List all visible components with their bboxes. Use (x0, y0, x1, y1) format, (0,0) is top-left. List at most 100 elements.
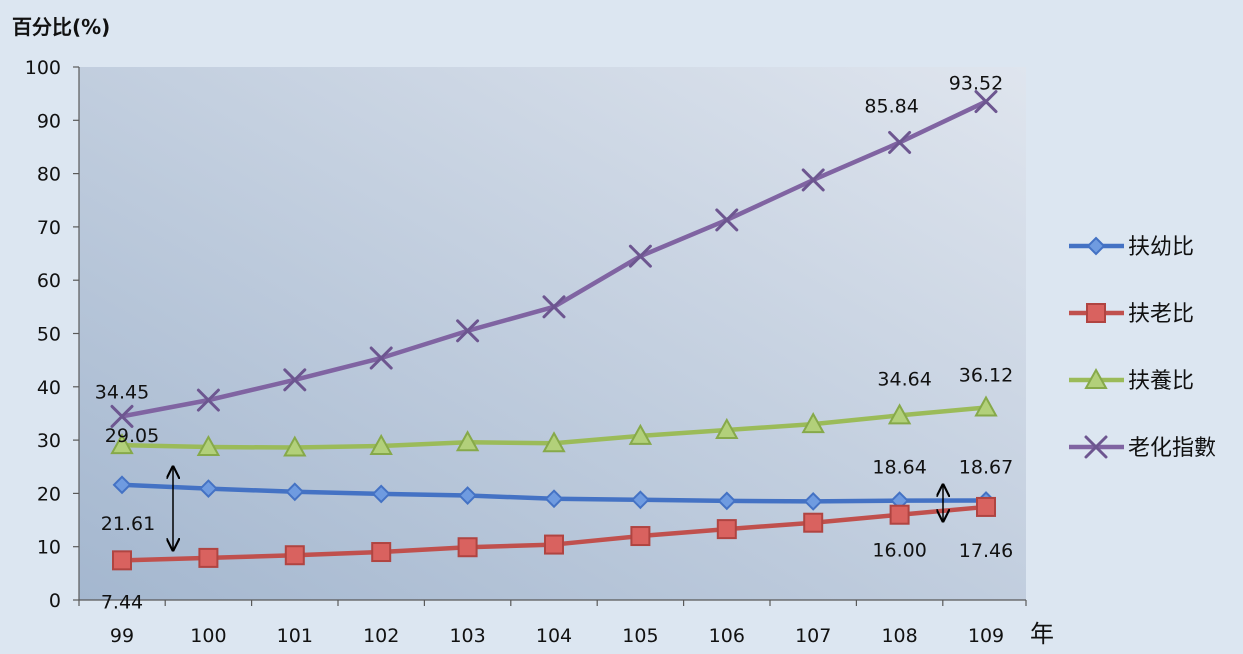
series-layer (110, 90, 998, 571)
legend-item: 老化指數 (1069, 435, 1216, 461)
x-tick-label: 105 (622, 625, 658, 647)
data-point (110, 404, 134, 428)
data-label: 29.05 (105, 425, 159, 447)
legend-item: 扶養比 (1069, 367, 1194, 394)
legend-item: 扶幼比 (1069, 235, 1194, 260)
data-label: 17.46 (959, 540, 1013, 562)
data-point (630, 490, 650, 510)
series-1 (112, 475, 996, 511)
legend-label: 扶養比 (1128, 369, 1194, 394)
data-point (283, 435, 307, 457)
gap-arrows (173, 467, 943, 550)
x-tick-label: 99 (110, 625, 134, 647)
data-point (715, 417, 739, 439)
y-tick-label: 20 (37, 483, 61, 505)
x-tick-label: 108 (881, 625, 917, 647)
y-tick-label: 90 (37, 110, 61, 132)
data-point (112, 475, 132, 495)
data-point (198, 479, 218, 499)
data-point (715, 208, 739, 232)
data-point (716, 519, 737, 540)
data-point (196, 388, 220, 412)
data-point (717, 491, 737, 511)
data-point (455, 430, 480, 452)
data-point (887, 403, 912, 425)
y-tick-label: 60 (37, 270, 61, 292)
legend-label: 扶幼比 (1128, 235, 1194, 260)
data-label: 16.00 (872, 540, 926, 562)
data-point (803, 491, 823, 511)
data-point (369, 433, 393, 455)
data-point (283, 368, 307, 392)
y-tick-label: 70 (37, 217, 61, 239)
x-tick-label: 100 (190, 625, 226, 647)
data-label: 7.44 (101, 591, 143, 613)
series-2 (112, 496, 996, 571)
legend-marker (1086, 303, 1106, 323)
data-point (198, 547, 219, 568)
y-tick-label: 0 (49, 590, 61, 612)
y-tick-label: 30 (37, 430, 61, 452)
x-tick-label: 103 (449, 625, 485, 647)
x-tick-label: 101 (277, 625, 313, 647)
data-label: 18.67 (959, 456, 1013, 478)
data-point (112, 550, 132, 571)
legend-marker (1086, 236, 1106, 256)
data-point (284, 545, 305, 566)
legend-label: 扶老比 (1128, 302, 1194, 327)
data-point (371, 542, 392, 563)
data-point (196, 434, 221, 457)
data-point (974, 90, 998, 114)
legend-marker (1084, 435, 1108, 459)
data-point (630, 526, 651, 547)
data-point (628, 244, 652, 268)
x-tick-label: 107 (795, 625, 831, 647)
x-tick-label: 104 (536, 625, 572, 647)
y-tick-label: 10 (37, 537, 61, 559)
data-labels: 34.45 85.84 93.52 29.05 34.64 36.12 21.61 18.64… (95, 73, 1013, 614)
x-tick-label: 102 (363, 625, 399, 647)
legend-label: 老化指數 (1128, 436, 1216, 461)
legend-item: 扶老比 (1069, 302, 1194, 327)
x-tick-label: 106 (709, 625, 745, 647)
y-axis-title: 百分比(%) (12, 15, 110, 39)
data-point (369, 346, 393, 370)
data-label: 18.64 (872, 457, 926, 479)
data-label: 93.52 (949, 73, 1003, 95)
data-label: 34.45 (95, 381, 149, 403)
y-tick-label: 80 (37, 164, 61, 186)
data-point (888, 130, 912, 154)
data-point (371, 484, 391, 504)
axes: 0 10 20 30 40 50 60 70 80 90 100 99 100 101 102 103 104 1… (12, 15, 1054, 648)
data-label: 34.64 (877, 368, 931, 390)
data-label: 85.84 (864, 95, 918, 117)
data-point (889, 504, 910, 525)
data-point (976, 496, 996, 517)
data-label: 36.12 (959, 364, 1013, 386)
data-point (628, 423, 653, 445)
y-tick-label: 50 (37, 324, 61, 346)
data-point (285, 482, 305, 502)
data-point (974, 395, 998, 417)
y-tick-label: 40 (37, 377, 61, 399)
data-point (801, 168, 825, 192)
y-tick-label: 100 (25, 57, 61, 79)
data-point (803, 512, 824, 533)
x-axis-title: 年 (1030, 620, 1054, 648)
data-point (458, 486, 478, 505)
data-point (801, 412, 825, 434)
data-point (110, 433, 134, 455)
legend-marker (1084, 367, 1108, 389)
data-point (544, 489, 564, 509)
data-point (457, 537, 478, 558)
data-point (544, 534, 564, 555)
data-point (542, 431, 566, 453)
data-point (542, 295, 566, 319)
series-4 (110, 90, 998, 428)
data-point (456, 319, 480, 343)
series-3 (110, 395, 998, 457)
data-label: 21.61 (101, 513, 155, 535)
